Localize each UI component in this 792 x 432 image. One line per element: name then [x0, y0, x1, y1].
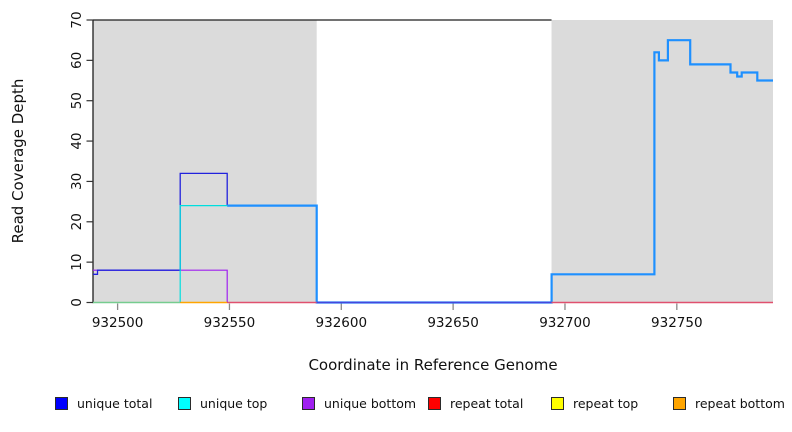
y-tick-label: 0: [69, 298, 85, 307]
y-tick-label: 70: [69, 11, 85, 28]
x-tick-label: 932550: [204, 315, 256, 331]
y-tick-label: 50: [69, 92, 85, 109]
x-tick-label: 932600: [316, 315, 368, 331]
y-axis-title: Read Coverage Depth: [9, 78, 27, 244]
y-tick-label: 30: [69, 173, 85, 190]
y-tick-label: 40: [69, 132, 85, 149]
shaded-region: [93, 20, 317, 303]
y-tick-label: 10: [69, 254, 85, 271]
series-total-coverage: [227, 39, 773, 304]
x-axis-title: Coordinate in Reference Genome: [308, 356, 558, 374]
x-tick-label: 932750: [651, 315, 703, 331]
shaded-region: [551, 20, 773, 303]
x-tick-label: 932650: [427, 315, 479, 331]
y-tick-label: 20: [69, 213, 85, 230]
x-tick-label: 932700: [539, 315, 591, 331]
y-tick-label: 60: [69, 52, 85, 69]
x-tick-label: 932500: [92, 315, 144, 331]
